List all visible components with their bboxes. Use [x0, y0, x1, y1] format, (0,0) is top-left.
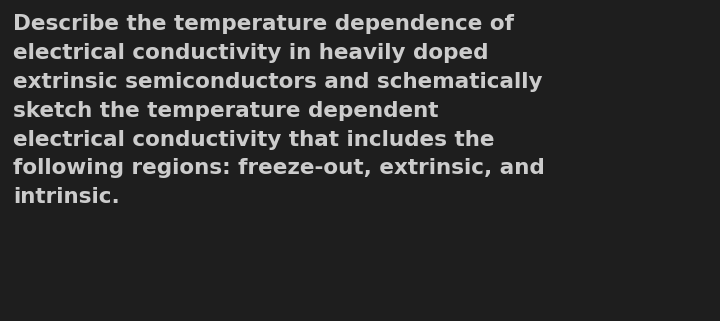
Text: Describe the temperature dependence of
electrical conductivity in heavily doped
: Describe the temperature dependence of e…: [13, 14, 545, 207]
